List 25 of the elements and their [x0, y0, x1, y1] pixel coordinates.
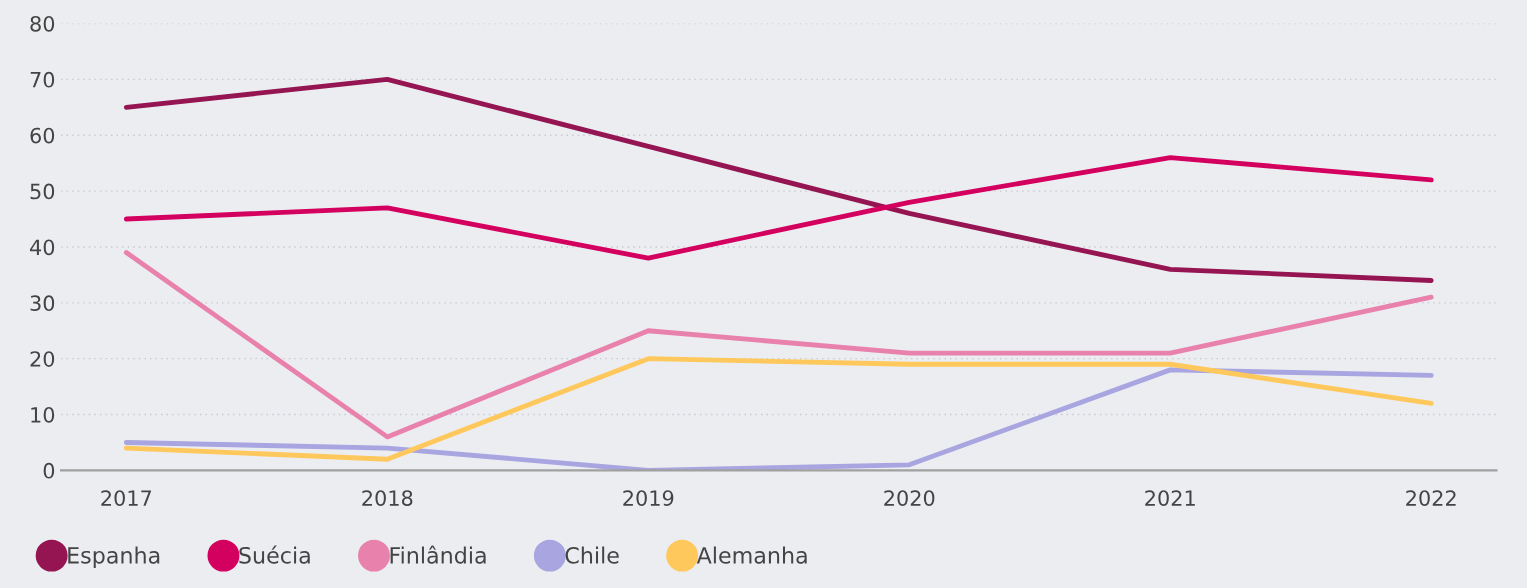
- y-tick-label: 0: [43, 462, 55, 479]
- line-series: [123, 367, 1434, 471]
- y-tick-label: 20: [30, 351, 55, 367]
- legend-label: Suécia: [239, 545, 310, 564]
- line-series: [123, 155, 1434, 261]
- line-series: [123, 356, 1434, 462]
- y-tick-label: 10: [31, 406, 55, 423]
- y-tick-label: 50: [30, 183, 55, 200]
- legend-label: Finlândia: [390, 545, 486, 564]
- legend-label: Alemanha: [696, 546, 807, 564]
- legend-label: Espanha: [68, 546, 160, 568]
- y-tick-label: 80: [30, 15, 55, 32]
- x-tick-label: 2019: [623, 490, 674, 506]
- x-tick-label: 2021: [1145, 490, 1195, 506]
- y-tick-label: 60: [30, 127, 55, 144]
- y-tick-label: 30: [30, 295, 55, 312]
- y-tick-label: 40: [30, 239, 55, 256]
- legend-label: Chile: [565, 546, 619, 564]
- line-series: [123, 250, 1434, 440]
- x-tick-label: 2018: [362, 490, 413, 506]
- line-series: [123, 76, 1434, 283]
- x-tick-label: 2020: [884, 490, 935, 506]
- x-tick-label: 2022: [1406, 490, 1456, 506]
- y-tick-label: 70: [30, 71, 55, 88]
- x-tick-label: 2017: [101, 490, 152, 506]
